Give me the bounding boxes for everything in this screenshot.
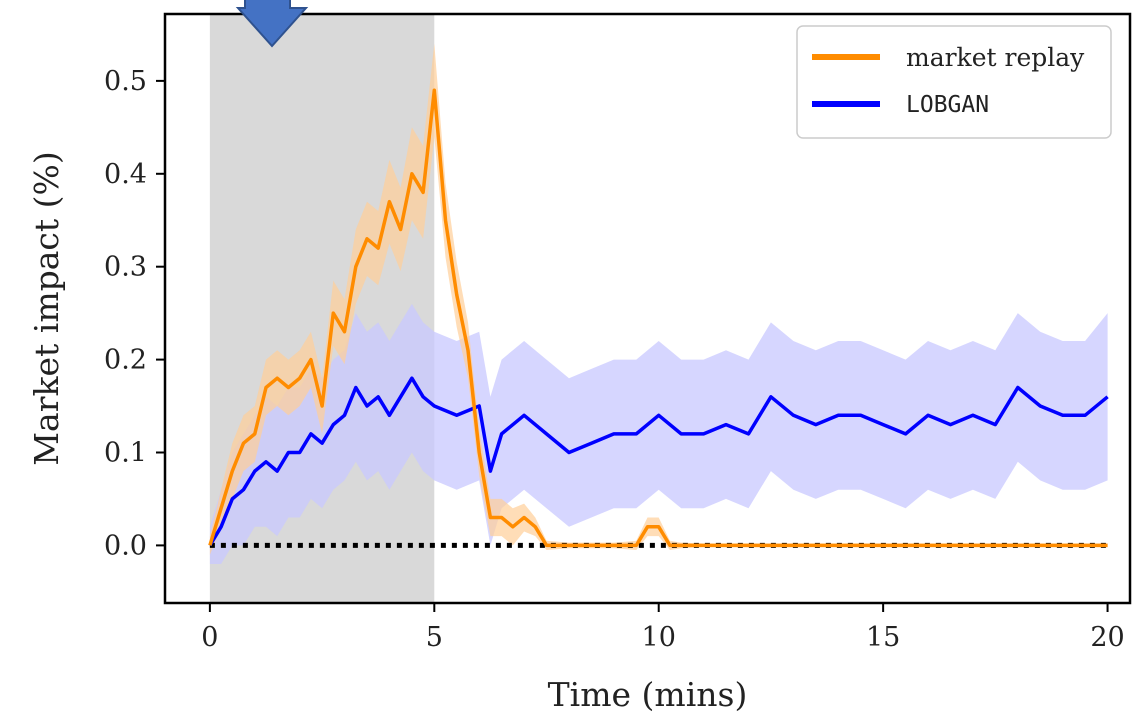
y-tick-label: 0.0 [104,530,147,561]
y-tick-label: 0.2 [104,345,147,376]
y-tick-label: 0.4 [104,159,147,190]
y-tick-label: 0.3 [104,252,147,283]
plot-frame [163,12,1132,605]
legend-label-market-replay: market replay [906,43,1085,72]
down-arrow-icon [235,0,309,48]
x-tick-label: 5 [426,622,443,653]
legend-label-lobgan: LOBGAN [906,92,989,118]
line-market-replay [208,88,1108,548]
y-axis-ticks: 0.0 0.1 0.2 0.3 0.4 0.5 [104,66,165,561]
x-tick-label: 10 [642,622,676,653]
x-axis-ticks: 0 5 10 15 20 [201,603,1125,653]
x-axis-label: Time (mins) [548,675,748,714]
x-tick-label: 15 [866,622,900,653]
confidence-bands [209,43,1108,564]
x-tick-label: 0 [201,622,218,653]
line-lobgan [208,376,1109,547]
legend: market replay LOBGAN [796,25,1112,139]
y-tick-label: 0.1 [104,437,147,468]
y-axis-label: Market impact (%) [27,151,66,466]
x-tick-label: 20 [1090,622,1124,653]
band-lobgan [209,303,1108,564]
y-tick-label: 0.5 [104,66,147,97]
series-lines [208,88,1109,548]
